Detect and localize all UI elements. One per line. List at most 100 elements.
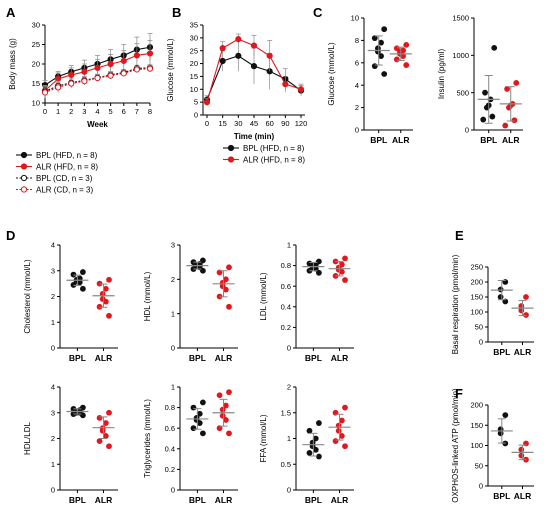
- y-tick-label: 2: [51, 434, 55, 443]
- y-tick-label: 25: [32, 40, 40, 49]
- data-point: [102, 433, 109, 439]
- series-point: [41, 89, 49, 96]
- y-tick-label: 10: [32, 99, 40, 108]
- series-point: [282, 81, 289, 88]
- data-point: [222, 286, 229, 293]
- legend-marker: [20, 174, 28, 182]
- data-point: [216, 392, 223, 399]
- series-point: [235, 52, 242, 59]
- x-category-label: ALR: [392, 135, 409, 145]
- x-category-label: ALR: [215, 495, 232, 505]
- data-point: [226, 264, 232, 271]
- data-point: [106, 312, 112, 319]
- data-point: [190, 404, 197, 411]
- series-point: [120, 70, 127, 77]
- x-category-label: BPL: [69, 495, 86, 505]
- x-category-label: ALR: [331, 353, 348, 363]
- y-tick-label: 0.8: [165, 403, 175, 412]
- x-category-label: BPL: [69, 353, 86, 363]
- x-tick-label: 1: [56, 107, 60, 116]
- series-point: [250, 42, 258, 49]
- data-point: [381, 71, 388, 77]
- y-tick-label: 1.5: [281, 408, 291, 417]
- y-tick-label: 0.8: [281, 261, 291, 270]
- y-tick-label: 0.5: [281, 460, 291, 469]
- data-point: [102, 420, 109, 426]
- legend-marker: [20, 163, 28, 170]
- x-tick-label: 7: [135, 107, 139, 116]
- data-point: [342, 255, 348, 262]
- data-point: [523, 312, 529, 318]
- data-point: [80, 285, 86, 292]
- chart-c-glucose: 0 2 4 6 8 10 Glucose (mmol/L) BPL ALR: [327, 14, 413, 145]
- y-tick-label: 0: [479, 338, 483, 347]
- y-tick-label: 0: [465, 126, 469, 135]
- series-point: [94, 64, 101, 72]
- y-tick-label: 30: [190, 33, 198, 42]
- data-point: [70, 282, 77, 288]
- data-point: [200, 399, 206, 406]
- chart-d-hdl: 0 1 2 3 HDL (mmol/L) BPL ALR: [143, 241, 238, 363]
- series-point: [266, 52, 273, 59]
- panel-label-f: F: [455, 386, 463, 401]
- x-tick-label: 90: [281, 119, 289, 128]
- y-axis-label: OXPHOS-linked ATP (pmol/min): [451, 388, 460, 503]
- data-point: [400, 53, 407, 59]
- y-tick-label: 200: [470, 278, 483, 287]
- legend-label: BPL (CD, n = 3): [36, 174, 93, 183]
- y-tick-label: 6: [355, 58, 359, 67]
- data-point: [96, 303, 103, 310]
- legend-marker: [227, 144, 235, 152]
- y-tick-label: 4: [51, 241, 55, 250]
- y-tick-label: 25: [190, 46, 198, 55]
- x-tick-label: 120: [295, 119, 308, 128]
- y-tick-label: 150: [470, 421, 483, 430]
- data-point: [219, 412, 226, 419]
- y-tick-label: 3: [51, 408, 55, 417]
- data-point: [190, 425, 197, 432]
- data-point: [200, 430, 206, 437]
- data-point: [226, 430, 232, 437]
- y-tick-label: 35: [190, 21, 198, 30]
- x-category-label: BPL: [480, 135, 497, 145]
- chart-d-hdl-ldl: 0 1 2 3 4 HDL/LDL BPL ALR: [23, 383, 118, 505]
- series-point: [81, 68, 88, 75]
- legend-marker: [227, 156, 235, 163]
- data-point: [80, 412, 86, 419]
- y-tick-label: 0.6: [165, 424, 175, 433]
- series-point: [94, 74, 101, 82]
- data-point: [102, 298, 109, 305]
- y-tick-label: 20: [32, 60, 40, 69]
- data-point: [306, 427, 313, 434]
- y-tick-label: 0.4: [281, 302, 291, 311]
- data-point: [226, 303, 232, 310]
- y-tick-label: 0: [355, 126, 359, 135]
- data-point: [106, 409, 112, 416]
- x-category-label: ALR: [95, 495, 112, 505]
- data-point: [306, 450, 313, 456]
- data-point: [342, 404, 348, 411]
- chart-d-triglycerides: 0 0.2 0.4 0.6 0.8 1 Triglycerides (mmol/L) BPL A…: [143, 383, 238, 505]
- data-point: [106, 276, 112, 283]
- data-point: [106, 443, 112, 450]
- x-tick-label: 0: [205, 119, 209, 128]
- data-point: [371, 63, 378, 70]
- series-point: [219, 45, 226, 52]
- legend-label: BPL (HFD, n = 8): [36, 151, 98, 160]
- data-point: [378, 53, 384, 59]
- x-category-label: BPL: [189, 353, 206, 363]
- data-point: [316, 453, 322, 460]
- y-axis-label: Cholesterol (mmol/L): [23, 259, 32, 334]
- x-category-label: BPL: [189, 495, 206, 505]
- series-point: [68, 71, 75, 79]
- series-point: [133, 66, 140, 73]
- data-point: [482, 89, 488, 96]
- y-tick-label: 0.2: [165, 465, 175, 474]
- y-axis-label: Glucose (mmol/L): [327, 42, 336, 105]
- data-point: [504, 86, 510, 92]
- series-line: [44, 68, 151, 93]
- y-tick-label: 0: [171, 486, 175, 495]
- series-point: [146, 65, 154, 72]
- y-tick-label: 8: [355, 36, 359, 45]
- y-tick-label: 4: [355, 81, 359, 90]
